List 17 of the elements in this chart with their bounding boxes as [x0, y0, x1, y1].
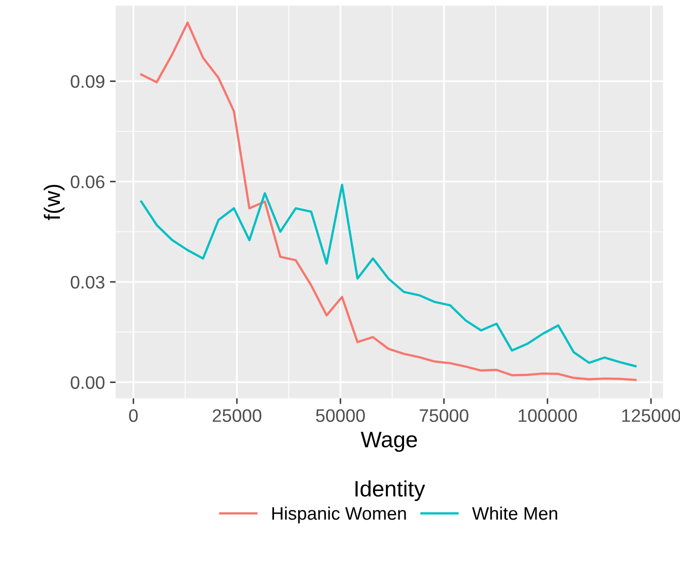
y-tick-label: 0.09 — [70, 75, 104, 88]
legend-label: White Men — [472, 506, 558, 520]
legend-label: Hispanic Women — [272, 506, 406, 524]
x-tick-label: 25000 — [212, 409, 262, 422]
x-tick-label: 100000 — [518, 409, 577, 422]
y-tick-label: 0.00 — [70, 376, 104, 389]
x-axis-title: Wage — [360, 432, 417, 452]
y-tick-label: 0.03 — [70, 276, 104, 289]
x-tick-label: 0 — [129, 409, 138, 422]
line-series — [140, 22, 637, 382]
line-series — [140, 184, 637, 368]
x-tick-label: 75000 — [420, 409, 468, 422]
y-axis-title: f(w) — [44, 184, 64, 220]
legend-title: Identity — [356, 480, 426, 502]
x-tick-label: 125000 — [622, 409, 680, 422]
x-tick-label: 50000 — [316, 409, 365, 422]
y-tick-label: 0.06 — [70, 175, 104, 188]
